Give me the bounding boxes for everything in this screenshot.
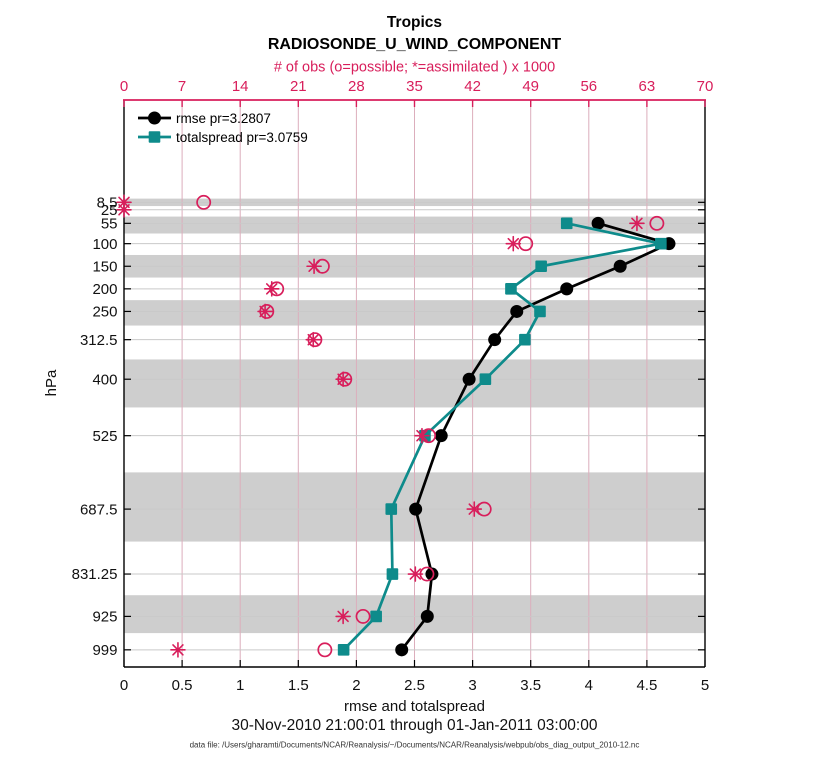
assimilated-obs-marker: [629, 215, 645, 232]
legend: rmse pr=3.2807 totalspread pr=3.0759: [138, 111, 308, 145]
rmse-point: [395, 643, 409, 657]
plot-subtitle: RADIOSONDE_U_WIND_COMPONENT: [268, 36, 562, 53]
data-series: [337, 216, 676, 657]
x-tick-label: 2: [352, 677, 360, 694]
rmse-point: [420, 609, 434, 623]
y-tick-label: 525: [92, 428, 117, 445]
totalspread-point: [560, 217, 573, 230]
assimilated-obs-marker: [335, 608, 351, 625]
rmse-point: [409, 502, 423, 516]
plot-title: Tropics: [387, 14, 442, 31]
top-tick-label: 7: [178, 78, 186, 95]
y-tick-label: 925: [92, 609, 117, 626]
x-tick-label: 3.5: [520, 677, 541, 694]
y-tick-label: 999: [92, 642, 117, 659]
possible-obs-marker: [649, 215, 665, 231]
totalspread-point: [535, 260, 547, 273]
tick-labels: 0 0.5 1 1.5 2 2.5 3 3.5 4 4.5 5 0 7 14 21 28 35 42 49 56 63 7…: [72, 78, 714, 694]
vertical-gridlines: [181, 100, 648, 667]
top-tick-label: 42: [464, 78, 481, 95]
totalspread-point: [534, 305, 546, 318]
rmse-point: [591, 216, 605, 230]
y-tick-label: 687.5: [80, 501, 118, 518]
assimilated-obs-marker: [305, 331, 322, 348]
x-tick-label: 1.5: [288, 677, 309, 694]
totalspread-line: [342, 222, 663, 651]
totalspread-point: [505, 283, 517, 295]
top-tick-label: 28: [348, 78, 365, 95]
top-tick-label: 70: [697, 78, 714, 95]
totalspread-point: [479, 373, 492, 386]
legend-totalspread-marker: [148, 131, 161, 143]
x-tick-label: 0: [120, 677, 128, 694]
top-tick-label: 14: [232, 78, 249, 95]
y-tick-label: 25: [101, 202, 118, 219]
rmse-point: [462, 372, 476, 386]
y-tick-label: 250: [92, 304, 117, 321]
top-tick-label: 56: [580, 78, 597, 95]
y-tick-label: 8.5: [97, 195, 118, 212]
possible-obs-marker: [317, 642, 333, 658]
x-tick-label: 5: [701, 677, 709, 694]
assimilated-obs-marker: [257, 303, 273, 320]
assimilated-obs-marker: [466, 501, 483, 517]
x-tick-label: 3: [468, 677, 476, 694]
totalspread-point: [655, 237, 667, 250]
totalspread-point: [519, 333, 531, 346]
top-axis-label: # of obs (o=possible; *=assimilated ) x …: [274, 60, 555, 76]
legend-rmse-marker: [148, 111, 161, 125]
assimilated-obs-marker: [306, 258, 322, 275]
data-file-label: data file: /Users/gharamti/Documents/NCA…: [190, 741, 640, 750]
assimilated-obs-marker: [170, 642, 186, 658]
assimilated-obs-marker: [263, 281, 280, 297]
totalspread-point: [385, 503, 398, 515]
top-tick-label: 21: [290, 78, 307, 95]
rmse-point: [510, 304, 524, 318]
assimilated-obs-marker: [335, 371, 351, 388]
rmse-point: [488, 333, 502, 347]
rmse-point: [560, 282, 574, 296]
rmse-point: [434, 429, 448, 443]
assimilated-obs-marker: [505, 235, 522, 252]
assimilated-obs-marker: [407, 566, 424, 582]
y-tick-label: 400: [92, 371, 117, 388]
possible-obs-marker: [196, 194, 212, 210]
legend-totalspread-label: totalspread pr=3.0759: [176, 130, 308, 145]
horizontal-gridlines: [124, 201, 705, 651]
y-axis-label: hPa: [43, 369, 60, 396]
top-tick-label: 35: [406, 78, 423, 95]
date-range-label: 30-Nov-2010 21:00:01 through 01-Jan-2011…: [232, 717, 598, 734]
assimilated-obs-marker: [116, 201, 132, 218]
totalspread-point: [337, 644, 350, 656]
x-tick-label: 4.5: [636, 677, 657, 694]
top-tick-label: 0: [120, 78, 128, 95]
y-tick-label: 312.5: [80, 332, 118, 349]
totalspread-point: [370, 610, 382, 623]
axis-ticks: [123, 100, 706, 667]
assimilated-obs-marker: [414, 427, 430, 444]
y-tick-label: 150: [92, 258, 117, 275]
x-tick-label: 2.5: [404, 677, 425, 694]
obs-count-markers: [116, 194, 665, 658]
legend-rmse-label: rmse pr=3.2807: [176, 111, 271, 126]
x-tick-label: 4: [585, 677, 593, 694]
y-tick-label: 831.25: [72, 566, 118, 583]
rmse-line: [400, 222, 671, 651]
rmse-point: [613, 259, 627, 273]
x-axis-label: rmse and totalspread: [344, 698, 485, 715]
possible-obs-marker: [355, 608, 371, 624]
x-tick-label: 1: [236, 677, 244, 694]
top-tick-label: 49: [522, 78, 539, 95]
top-tick-label: 63: [639, 78, 656, 95]
y-tick-label: 200: [92, 281, 117, 298]
totalspread-point: [386, 568, 399, 580]
rmse-point: [425, 567, 439, 581]
y-tick-label: 100: [92, 236, 117, 253]
y-tick-label: 55: [101, 216, 118, 233]
x-tick-label: 0.5: [172, 677, 193, 694]
